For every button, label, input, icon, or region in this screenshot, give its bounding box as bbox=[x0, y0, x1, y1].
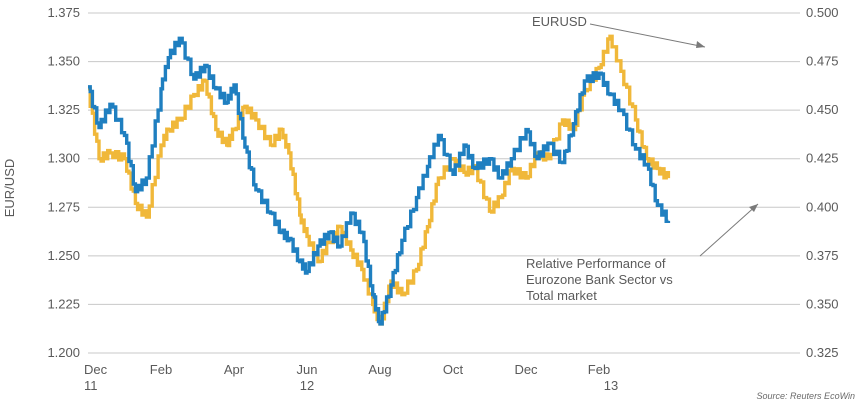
y-tick-label-left: 1.350 bbox=[47, 54, 80, 69]
y-axis-title: EUR/USD bbox=[2, 159, 17, 218]
y-tick-label-right: 0.450 bbox=[806, 102, 839, 117]
x-tick-label: Aug bbox=[368, 362, 391, 377]
y-tick-label-left: 1.375 bbox=[47, 5, 80, 20]
bank-annotation-line-1: Relative Performance of bbox=[526, 256, 666, 271]
x-tick-label: Dec bbox=[84, 362, 108, 377]
eurusd-annotation: EURUSD bbox=[532, 14, 587, 29]
bank-annotation-arrowhead bbox=[749, 204, 758, 212]
y-tick-label-left: 1.275 bbox=[47, 199, 80, 214]
y-tick-label-right: 0.425 bbox=[806, 151, 839, 166]
y-tick-label-left: 1.325 bbox=[47, 102, 80, 117]
bank-annotation-arrow bbox=[699, 203, 759, 257]
y-tick-label-right: 0.325 bbox=[806, 345, 839, 360]
y-tick-label-right: 0.475 bbox=[806, 54, 839, 69]
bank-annotation-line-2: Eurozone Bank Sector vs bbox=[526, 272, 673, 287]
bank-relative-performance-line bbox=[88, 34, 671, 326]
y-axis-left: 1.375 1.350 1.325 1.300 1.275 1.250 1.225 1.200 bbox=[47, 5, 80, 360]
y-tick-label-left: 1.200 bbox=[47, 345, 80, 360]
eurusd-annotation-arrow bbox=[589, 23, 706, 48]
y-tick-label-left: 1.225 bbox=[47, 296, 80, 311]
x-year-label: 12 bbox=[300, 378, 314, 393]
y-tick-label-left: 1.300 bbox=[47, 151, 80, 166]
x-tick-label: Feb bbox=[150, 362, 172, 377]
x-year-label: 13 bbox=[604, 378, 618, 393]
x-tick-label: Oct bbox=[443, 362, 464, 377]
x-tick-label: Dec bbox=[514, 362, 538, 377]
eurusd-line bbox=[88, 36, 671, 326]
bank-annotation-line-3: Total market bbox=[526, 288, 597, 303]
gridlines bbox=[88, 12, 800, 354]
source-note: Source: Reuters EcoWin bbox=[757, 391, 855, 401]
y-tick-label-right: 0.400 bbox=[806, 199, 839, 214]
y-tick-label-right: 0.500 bbox=[806, 5, 839, 20]
annotations: EURUSD Relative Performance of Eurozone … bbox=[526, 14, 759, 303]
x-year-label: 11 bbox=[84, 378, 98, 393]
x-axis: Dec Feb Apr Jun Aug Oct Dec Feb 11 12 13 bbox=[84, 362, 618, 393]
eurusd-annotation-arrowhead bbox=[696, 41, 705, 48]
y-tick-label-right: 0.375 bbox=[806, 248, 839, 263]
y-tick-label-left: 1.250 bbox=[47, 248, 80, 263]
series-lines bbox=[88, 34, 671, 326]
y-axis-right: 0.500 0.475 0.450 0.425 0.400 0.375 0.350 0.325 bbox=[806, 5, 839, 360]
x-tick-label: Apr bbox=[224, 362, 245, 377]
x-tick-label: Jun bbox=[297, 362, 318, 377]
x-tick-label: Feb bbox=[588, 362, 610, 377]
y-tick-label-right: 0.350 bbox=[806, 296, 839, 311]
